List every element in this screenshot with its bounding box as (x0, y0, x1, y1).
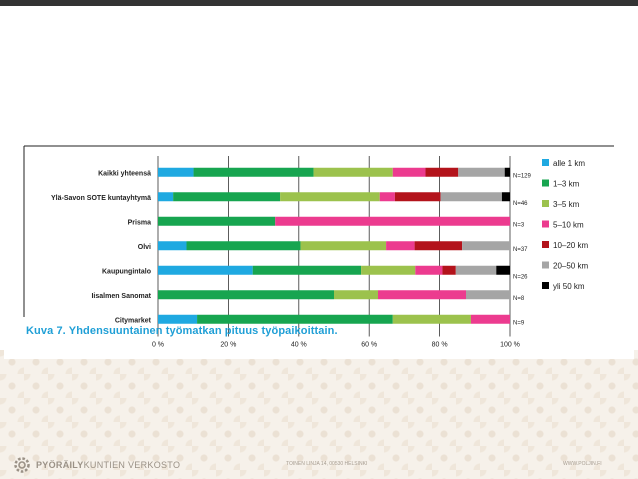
bar-segment (501, 192, 510, 202)
legend-swatch (542, 159, 549, 166)
legend-label: 10–20 km (553, 241, 588, 250)
bar-segment (455, 265, 497, 275)
legend-swatch (542, 261, 549, 269)
bar-segment (378, 290, 466, 300)
legend-swatch (542, 282, 549, 289)
bar-segment (394, 192, 441, 202)
bar-segment (158, 192, 174, 202)
bar-segment (379, 192, 395, 202)
n-label: N=37 (513, 247, 528, 253)
bar-segment (158, 241, 187, 251)
x-tick-label: 0 % (152, 342, 164, 349)
bar-segment (466, 290, 510, 300)
category-label: Citymarket (115, 317, 152, 324)
top-strip (0, 0, 638, 6)
bar-segment (470, 314, 510, 324)
bar-segment (158, 290, 334, 300)
legend-swatch (542, 241, 549, 248)
bar-segment (458, 167, 505, 177)
legend-swatch (542, 179, 549, 187)
x-tick-label: 100 % (500, 342, 520, 349)
n-label: N=26 (513, 274, 528, 280)
legend-swatch (542, 200, 549, 207)
bar-segment (158, 265, 253, 275)
logo-bold-text: PYÖRÄILY (36, 460, 84, 470)
bar-segment (158, 216, 276, 226)
bar-segment (280, 192, 380, 202)
bar-segment (392, 314, 471, 324)
bar-segment (186, 241, 301, 251)
bar-segment (386, 241, 415, 251)
bar-segment (193, 167, 314, 177)
legend-label: 3–5 km (553, 200, 580, 209)
bar-segment (425, 167, 459, 177)
category-label: Olvi (138, 244, 151, 251)
footer-logo: PYÖRÄILY KUNTIEN VERKOSTO (12, 455, 180, 475)
legend-label: 5–10 km (553, 221, 584, 230)
logo-light-text: KUNTIEN VERKOSTO (83, 460, 181, 470)
n-label: N=9 (513, 320, 525, 326)
bar-segment (415, 265, 443, 275)
x-tick-label: 60 % (361, 342, 377, 349)
bar-segment (275, 216, 510, 226)
chart-card: 0 % 20 % 40 % 60 % 80 % 100 % Kaikki yhteensä N… (4, 127, 634, 359)
bar-segment (361, 265, 416, 275)
x-tick-label: 80 % (432, 342, 448, 349)
n-label: N=3 (513, 222, 525, 228)
n-label: N=46 (513, 201, 528, 207)
n-label: N=129 (513, 173, 532, 179)
bar-segment (440, 192, 502, 202)
bar-segment (496, 265, 510, 275)
footer-address: TOINEN LINJA 14, 00530 HELSINKI (286, 461, 368, 467)
bar-segment (158, 167, 194, 177)
bar-segment (158, 314, 198, 324)
n-label: N=8 (513, 296, 525, 302)
legend-label: 20–50 km (553, 262, 588, 271)
bar-segment (313, 167, 393, 177)
category-label: Kaikki yhteensä (98, 170, 151, 177)
legend-label: 1–3 km (553, 180, 580, 189)
stacked-bar-chart: 0 % 20 % 40 % 60 % 80 % 100 % Kaikki yhteensä N… (23, 145, 614, 349)
bar-segment (173, 192, 281, 202)
bar-segment (392, 167, 426, 177)
footer-website[interactable]: WWW.POLJIN.FI (563, 461, 602, 467)
legend-swatch (542, 220, 549, 228)
bar-segment (334, 290, 378, 300)
legend-label: yli 50 km (553, 282, 585, 291)
category-label: Kaupungintalo (102, 268, 151, 275)
category-label: Prisma (128, 219, 151, 226)
figure-caption: Kuva 7. Yhdensuuntainen työmatkan pituus… (26, 325, 338, 337)
legend-label: alle 1 km (553, 159, 585, 168)
category-label: Ylä-Savon SOTE kuntayhtymä (51, 195, 151, 202)
bar-segment (504, 167, 510, 177)
bar-segment (414, 241, 463, 251)
x-tick-label: 20 % (220, 342, 236, 349)
bar-segment (300, 241, 387, 251)
bar-segment (462, 241, 510, 251)
bar-segment (252, 265, 362, 275)
gear-icon (14, 457, 30, 473)
bar-segment (197, 314, 393, 324)
category-label: Iisalmen Sanomat (91, 293, 151, 300)
bar-segment (442, 265, 456, 275)
decorative-background-pattern (0, 350, 638, 479)
x-tick-label: 40 % (291, 342, 307, 349)
